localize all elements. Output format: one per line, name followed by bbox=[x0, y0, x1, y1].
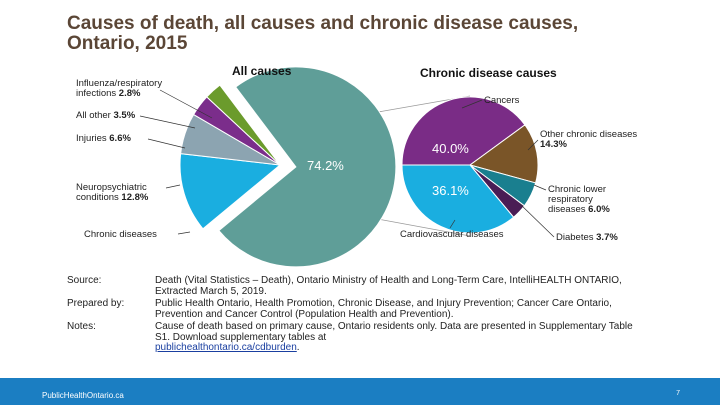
footer: PublicHealthOntario.ca 7 bbox=[0, 378, 720, 405]
note-row: Source: Death (Vital Statistics – Death),… bbox=[67, 275, 647, 299]
slice-value: 12.8% bbox=[121, 192, 149, 203]
slice-label: Influenza/respiratory infections 2.8% bbox=[76, 79, 196, 99]
slice-name: All other bbox=[76, 110, 111, 121]
pie-slice bbox=[468, 124, 539, 184]
pie-slice bbox=[401, 164, 515, 234]
notes: Source: Death (Vital Statistics – Death),… bbox=[67, 275, 647, 356]
leader-line bbox=[177, 231, 191, 235]
pie-slice bbox=[401, 96, 526, 166]
note-end: . bbox=[296, 342, 300, 353]
pie-slice bbox=[179, 153, 282, 230]
pie-slice bbox=[218, 66, 397, 268]
slice-label: Chronic diseases bbox=[84, 230, 204, 240]
slice-label: Diabetes 3.7% bbox=[556, 233, 636, 243]
note-body: Death (Vital Statistics – Death), Ontari… bbox=[155, 275, 622, 297]
slice-name: Diabetes bbox=[556, 232, 594, 243]
slice-label: All other 3.5% bbox=[76, 111, 176, 121]
note-row: Notes: Cause of death based on primary ca… bbox=[67, 321, 647, 356]
note-label: Source: bbox=[67, 275, 102, 286]
leader-line bbox=[527, 139, 539, 151]
slide-title: Causes of death, all causes and chronic … bbox=[67, 13, 579, 54]
slice-value: 2.8% bbox=[118, 88, 141, 99]
slice-name: Cancers bbox=[484, 95, 520, 106]
slice-value: 14.3% bbox=[540, 139, 567, 150]
slice-label: Other chronic diseases 14.3% bbox=[540, 130, 640, 150]
chart-title: Chronic disease causes bbox=[420, 66, 557, 80]
note-label: Prepared by: bbox=[67, 298, 125, 309]
leader-line bbox=[139, 115, 196, 129]
note-text: Death (Vital Statistics – Death), Ontari… bbox=[155, 275, 647, 299]
slice-name: Cardiovascular diseases bbox=[400, 229, 504, 240]
leader-line bbox=[461, 99, 483, 109]
note-row: Prepared by: Public Health Ontario, Healt… bbox=[67, 298, 647, 322]
slice-name: Injuries bbox=[76, 133, 107, 144]
slice-value: 6.0% bbox=[588, 204, 610, 215]
leader-line bbox=[449, 219, 456, 229]
page-number: 7 bbox=[676, 390, 680, 397]
slice-label: Cancers bbox=[484, 96, 564, 106]
slice-value: 3.7% bbox=[596, 232, 618, 243]
slice-label: Neuropsychiatric conditions 12.8% bbox=[76, 183, 176, 203]
slice-value: 3.5% bbox=[113, 110, 136, 121]
slice-label: Chronic lower respiratory diseases 6.0% bbox=[548, 185, 628, 215]
slice-value: 40.0% bbox=[432, 141, 469, 156]
slice-value: 6.6% bbox=[109, 133, 131, 144]
slice-value: 36.1% bbox=[432, 183, 469, 198]
slice-value: 74.2% bbox=[307, 158, 344, 173]
leader-line bbox=[165, 184, 181, 189]
note-body: Cause of death based on primary cause, O… bbox=[155, 321, 633, 343]
slice-label: Cardiovascular diseases bbox=[400, 230, 540, 240]
leader-line bbox=[147, 138, 186, 149]
footer-site: PublicHealthOntario.ca bbox=[42, 391, 124, 400]
chart-title: All causes bbox=[232, 64, 292, 78]
note-link[interactable]: publichealthontario.ca/cdburden bbox=[155, 342, 297, 353]
slice-name: Chronic diseases bbox=[84, 229, 157, 240]
note-text: Cause of death based on primary cause, O… bbox=[155, 321, 647, 356]
leader-line bbox=[159, 89, 213, 119]
slice-name: Other chronic diseases bbox=[540, 129, 638, 140]
slice-name: Neuropsychiatric conditions bbox=[76, 182, 147, 203]
zoom-line bbox=[371, 217, 471, 237]
note-text: Public Health Ontario, Health Promotion,… bbox=[155, 298, 647, 322]
slice-label: Injuries 6.6% bbox=[76, 134, 176, 144]
note-label: Notes: bbox=[67, 321, 96, 332]
note-body: Public Health Ontario, Health Promotion,… bbox=[155, 298, 612, 320]
slice-name: Chronic lower respiratory diseases bbox=[548, 184, 607, 215]
leader-line bbox=[519, 203, 555, 238]
leader-line bbox=[533, 184, 547, 191]
slice-name: Influenza/respiratory infections bbox=[76, 78, 163, 99]
pie-slice bbox=[206, 84, 281, 166]
